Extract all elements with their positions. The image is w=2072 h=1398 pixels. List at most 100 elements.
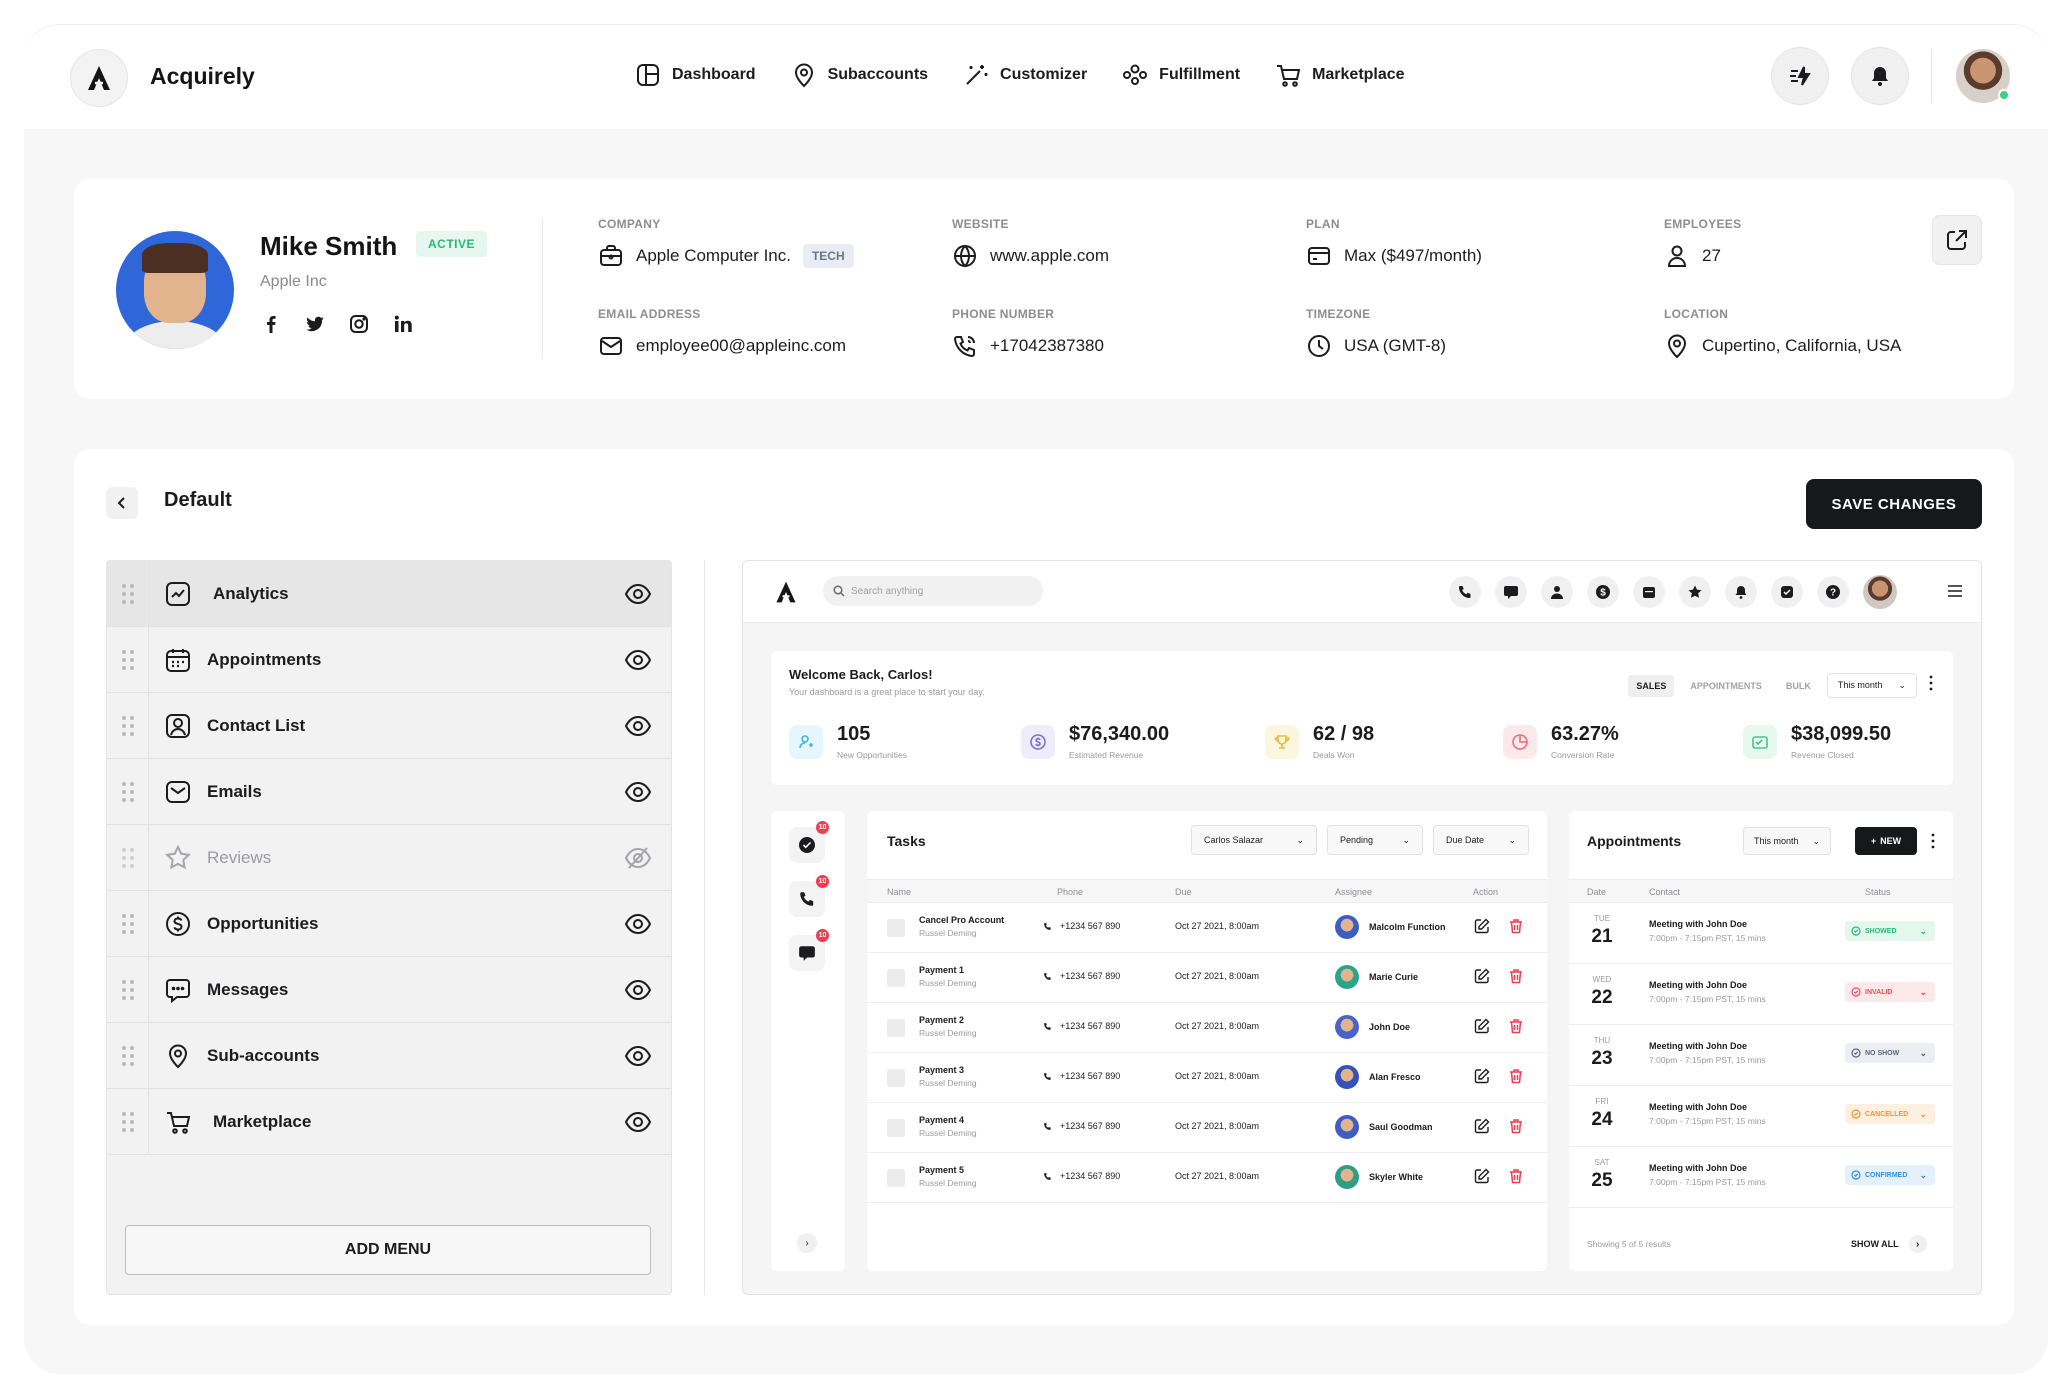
eye-icon[interactable] — [623, 777, 653, 807]
menu-item-emails[interactable]: Emails — [107, 759, 671, 825]
phone-value[interactable]: +17042387380 — [990, 336, 1104, 355]
status-dropdown[interactable]: SHOWED ⌄ — [1845, 921, 1935, 941]
edit-icon[interactable] — [1473, 967, 1491, 985]
table-row[interactable]: Payment 5 Russel Deming +1234 567 890 Oct 2… — [867, 1153, 1547, 1203]
preview-search-input[interactable]: Search anything — [823, 576, 1043, 606]
drag-handle[interactable] — [107, 627, 149, 692]
table-row[interactable]: Payment 1 Russel Deming +1234 567 890 Oct 2… — [867, 953, 1547, 1003]
tab-bulk[interactable]: BULK — [1785, 680, 1811, 691]
eye-icon[interactable] — [623, 975, 653, 1005]
twitter-icon[interactable] — [304, 313, 326, 335]
brand-logo[interactable] — [70, 49, 128, 107]
menu-item-messages[interactable]: Messages — [107, 957, 671, 1023]
preview-calendar-button[interactable] — [1633, 576, 1665, 608]
list-item[interactable]: FRI 24 Meeting with John Doe 7:00pm - 7:15p… — [1569, 1086, 1953, 1147]
preview-reviews-button[interactable] — [1679, 576, 1711, 608]
trash-icon[interactable] — [1507, 1167, 1525, 1185]
nav-marketplace[interactable]: Marketplace — [1274, 61, 1405, 89]
edit-icon[interactable] — [1473, 1067, 1491, 1085]
back-button[interactable] — [106, 487, 138, 519]
drag-handle[interactable] — [107, 693, 149, 758]
eye-off-icon[interactable] — [623, 843, 653, 873]
email-value[interactable]: employee00@appleinc.com — [636, 336, 847, 355]
eye-icon[interactable] — [623, 1041, 653, 1071]
task-phone[interactable]: +1234 567 890 — [1060, 1021, 1121, 1031]
preview-chat-button[interactable] — [1495, 576, 1527, 608]
edit-icon[interactable] — [1473, 917, 1491, 935]
preview-avatar[interactable] — [1863, 575, 1897, 609]
table-row[interactable]: Payment 2 Russel Deming +1234 567 890 Oct 2… — [867, 1003, 1547, 1053]
eye-icon[interactable] — [623, 1107, 653, 1137]
new-appointment-button[interactable]: + NEW — [1855, 827, 1917, 855]
eye-icon[interactable] — [623, 579, 653, 609]
task-phone[interactable]: +1234 567 890 — [1060, 971, 1121, 981]
drag-handle[interactable] — [107, 1023, 149, 1088]
open-external-button[interactable] — [1932, 215, 1982, 265]
row-checkbox[interactable] — [887, 969, 905, 987]
tab-appointments[interactable]: APPOINTMENTS — [1690, 680, 1762, 691]
period-select[interactable]: This month ⌄ — [1826, 673, 1917, 698]
due-date-filter[interactable]: Due Date ⌄ — [1433, 825, 1529, 855]
nav-dashboard[interactable]: Dashboard — [634, 61, 756, 89]
drag-handle[interactable] — [107, 561, 149, 626]
hamburger-menu-icon[interactable] — [1945, 581, 1965, 601]
save-changes-button[interactable]: SAVE CHANGES — [1806, 479, 1982, 529]
menu-item-appointments[interactable]: Appointments — [107, 627, 671, 693]
menu-item-sub-accounts[interactable]: Sub-accounts — [107, 1023, 671, 1089]
trash-icon[interactable] — [1507, 1017, 1525, 1035]
task-phone[interactable]: +1234 567 890 — [1060, 1171, 1121, 1181]
eye-icon[interactable] — [623, 711, 653, 741]
task-phone[interactable]: +1234 567 890 — [1060, 921, 1121, 931]
status-dropdown[interactable]: INVALID ⌄ — [1845, 982, 1935, 1002]
eye-icon[interactable] — [623, 909, 653, 939]
table-row[interactable]: Payment 3 Russel Deming +1234 567 890 Oct 2… — [867, 1053, 1547, 1103]
edit-icon[interactable] — [1473, 1017, 1491, 1035]
assignee-filter[interactable]: Carlos Salazar ⌄ — [1191, 825, 1317, 855]
status-dropdown[interactable]: NO SHOW ⌄ — [1845, 1043, 1935, 1063]
preview-tasks-button[interactable] — [1771, 576, 1803, 608]
drag-handle[interactable] — [107, 759, 149, 824]
list-item[interactable]: SAT 25 Meeting with John Doe 7:00pm - 7:15p… — [1569, 1147, 1953, 1208]
tab-sales[interactable]: SALES — [1628, 674, 1675, 697]
more-options-icon[interactable] — [1931, 833, 1935, 849]
trash-icon[interactable] — [1507, 967, 1525, 985]
list-item[interactable]: TUE 21 Meeting with John Doe 7:00pm - 7:15p… — [1569, 903, 1953, 964]
table-row[interactable]: Cancel Pro Account Russel Deming +1234 567… — [867, 903, 1547, 953]
eye-icon[interactable] — [623, 645, 653, 675]
table-row[interactable]: Payment 4 Russel Deming +1234 567 890 Oct 2… — [867, 1103, 1547, 1153]
trash-icon[interactable] — [1507, 917, 1525, 935]
menu-item-analytics[interactable]: Analytics — [107, 561, 671, 627]
rail-calls-button[interactable]: 10 — [789, 875, 829, 917]
list-item[interactable]: THU 23 Meeting with John Doe 7:00pm - 7:15p… — [1569, 1025, 1953, 1086]
nav-fulfillment[interactable]: Fulfillment — [1121, 61, 1240, 89]
list-item[interactable]: WED 22 Meeting with John Doe 7:00pm - 7:15p… — [1569, 964, 1953, 1025]
drag-handle[interactable] — [107, 957, 149, 1022]
nav-customizer[interactable]: Customizer — [962, 61, 1087, 89]
edit-icon[interactable] — [1473, 1117, 1491, 1135]
status-filter[interactable]: Pending ⌄ — [1327, 825, 1423, 855]
preview-notifications-button[interactable] — [1725, 576, 1757, 608]
nav-subaccounts[interactable]: Subaccounts — [790, 61, 928, 89]
menu-item-reviews[interactable]: Reviews — [107, 825, 671, 891]
rail-messages-button[interactable]: 10 — [789, 929, 829, 971]
row-checkbox[interactable] — [887, 1019, 905, 1037]
task-phone[interactable]: +1234 567 890 — [1060, 1121, 1121, 1131]
expand-rail-button[interactable]: › — [797, 1233, 817, 1253]
row-checkbox[interactable] — [887, 1119, 905, 1137]
facebook-icon[interactable] — [260, 313, 282, 335]
user-avatar[interactable] — [1954, 47, 2012, 105]
more-options-icon[interactable] — [1929, 675, 1933, 691]
drag-handle[interactable] — [107, 825, 149, 890]
status-dropdown[interactable]: CANCELLED ⌄ — [1845, 1104, 1935, 1124]
row-checkbox[interactable] — [887, 1169, 905, 1187]
row-checkbox[interactable] — [887, 1069, 905, 1087]
preview-payments-button[interactable]: $ — [1587, 576, 1619, 608]
menu-item-marketplace[interactable]: Marketplace — [107, 1089, 671, 1155]
drag-handle[interactable] — [107, 891, 149, 956]
preview-call-button[interactable] — [1449, 576, 1481, 608]
drag-handle[interactable] — [107, 1089, 149, 1154]
menu-item-contact-list[interactable]: Contact List — [107, 693, 671, 759]
notifications-button[interactable] — [1851, 47, 1909, 105]
show-all-button[interactable]: SHOW ALL › — [1851, 1235, 1927, 1253]
status-dropdown[interactable]: CONFIRMED ⌄ — [1845, 1165, 1935, 1185]
